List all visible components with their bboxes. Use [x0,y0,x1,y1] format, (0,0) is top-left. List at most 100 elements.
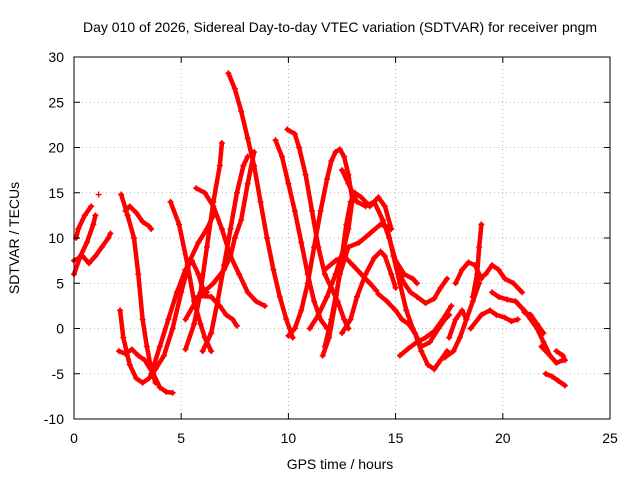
data-point-marker [542,370,549,377]
series-s37 [521,309,547,337]
data-point-marker [345,180,352,187]
data-point-marker [381,203,388,210]
data-point-marker [405,345,412,352]
data-point-marker [339,167,345,174]
data-point-marker [244,180,251,187]
data-point-marker [501,314,508,321]
series-s16 [225,70,296,341]
data-point-marker [336,146,343,153]
axis-ticks [73,56,611,420]
data-point-marker [173,289,180,296]
series-trace [470,222,484,300]
data-point-marker [251,162,258,169]
data-point-marker [540,330,547,337]
data-point-marker [467,325,474,332]
data-point-marker [311,298,318,305]
series-s4 [95,191,102,198]
data-point-marker [437,357,444,364]
data-point-marker [165,316,172,323]
data-point-marker [514,316,521,323]
data-point-marker [169,389,176,396]
series-trace [513,299,553,358]
y-tick-labels: -10 -5 0 5 10 15 20 25 30 [44,49,64,427]
data-point-marker [469,293,476,300]
data-point-marker [298,307,305,314]
data-point-marker [482,271,489,278]
data-point-marker [182,316,189,323]
data-point-marker [321,343,328,350]
data-point-marker [75,225,82,232]
data-point-marker [323,293,330,300]
data-point-marker [341,153,348,160]
data-point-marker [283,316,290,323]
x-tick-label: 5 [177,430,185,446]
y-axis-label: SDTVAR / TECUs [6,182,22,294]
data-point-marker [459,266,466,273]
data-point-marker [392,284,399,291]
data-point-marker [169,325,176,332]
data-point-marker [431,328,438,335]
data-point-marker [148,225,155,232]
data-point-marker [133,375,140,382]
series-s28 [396,302,455,359]
data-point-marker [478,221,485,228]
y-tick-label: 5 [56,275,64,291]
data-point-marker [317,316,324,323]
y-tick-label: -5 [52,366,65,382]
data-point-marker [403,307,410,314]
data-point-marker [135,352,142,359]
data-point-marker [448,302,455,309]
series-s32 [469,221,485,300]
data-point-marker [347,316,354,323]
data-point-marker [191,320,198,327]
data-point-marker [176,221,183,228]
series-s6 [122,203,155,232]
data-point-marker [95,191,102,198]
series-trace [117,213,216,386]
data-point-marker [534,320,541,327]
series-s26 [375,291,451,373]
data-point-marker [371,198,378,205]
y-tick-label: -10 [44,411,64,427]
data-point-marker [227,253,234,260]
x-axis-label: GPS time / hours [287,456,394,472]
data-point-marker [450,348,457,355]
data-point-marker [208,330,215,337]
data-point-marker [116,348,123,355]
series-s40 [553,348,568,364]
data-point-marker [105,235,112,241]
data-point-marker [296,144,303,151]
data-point-marker [124,212,131,219]
data-point-marker [495,293,502,300]
data-point-marker [272,137,279,144]
data-point-marker [120,334,127,341]
data-point-marker [354,198,361,205]
data-point-marker [386,235,393,241]
data-point-marker [135,271,142,278]
data-point-marker [371,254,378,261]
data-point-marker [476,275,483,282]
series-s24 [339,248,399,337]
data-point-marker [379,216,386,223]
data-point-marker [156,343,163,350]
data-point-marker [358,194,365,201]
data-point-marker [236,271,243,278]
data-point-marker [405,320,412,327]
data-point-marker [474,271,481,278]
data-point-marker [133,209,140,216]
data-point-marker [289,334,296,341]
data-point-marker [538,343,545,350]
data-point-marker [388,271,395,278]
data-point-marker [122,207,129,214]
data-point-marker [238,216,245,223]
data-point-marker [208,348,215,355]
data-point-marker [373,287,380,294]
data-point-marker [291,130,298,137]
data-point-marker [227,225,234,232]
data-point-marker [401,280,408,287]
data-point-marker [182,346,189,353]
data-point-marker [225,70,232,77]
x-tick-labels: 0 5 10 15 20 25 [70,430,618,446]
data-point-marker [540,339,547,346]
data-point-marker [561,357,568,364]
